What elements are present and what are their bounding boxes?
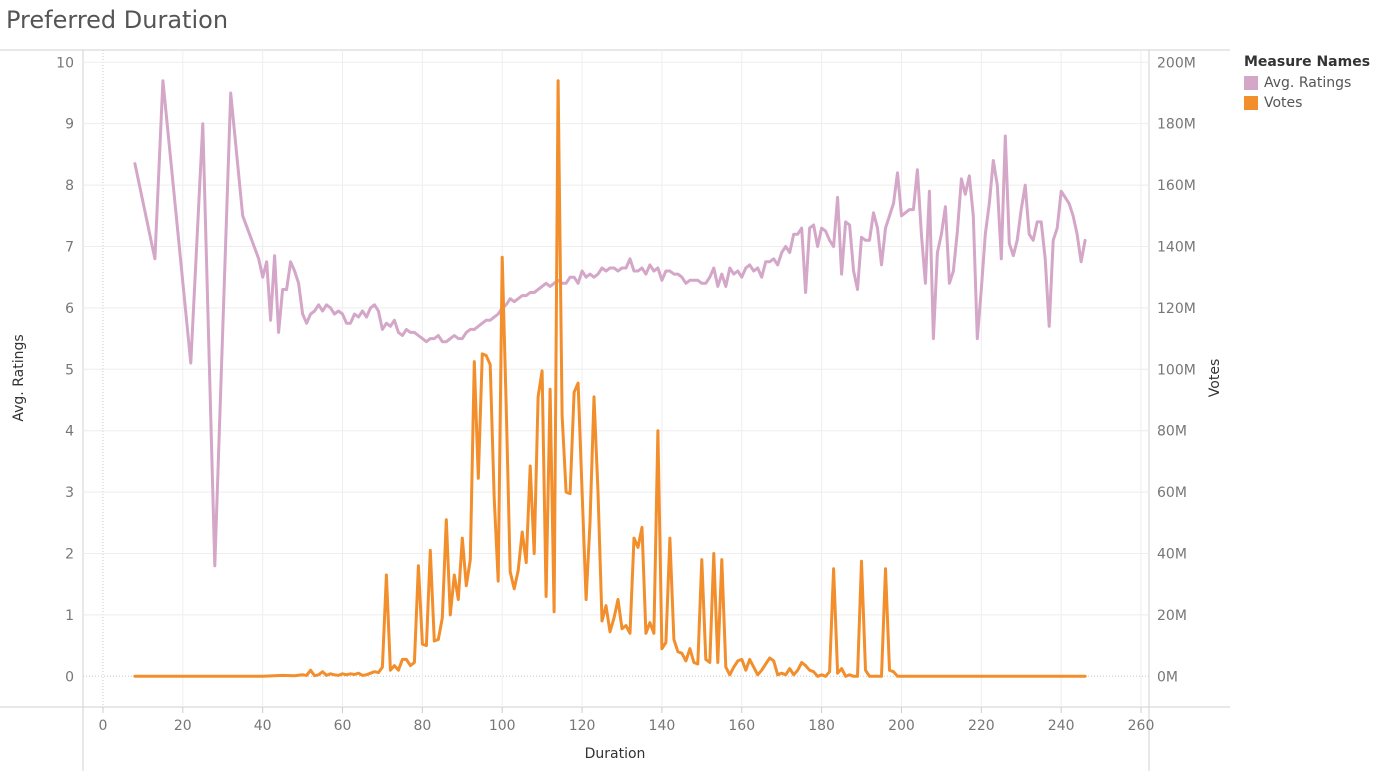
y-left-tick-label: 4 — [65, 424, 74, 440]
x-tick-label: 60 — [334, 718, 352, 734]
x-tick-label: 240 — [1048, 718, 1075, 734]
x-tick-label: 100 — [489, 718, 516, 734]
x-tick-label: 200 — [888, 718, 915, 734]
y-axis-title-left: Avg. Ratings — [11, 334, 27, 421]
legend-swatch-avg-ratings — [1244, 76, 1258, 90]
chart-title: Preferred Duration — [6, 6, 229, 34]
y-left-tick-label: 5 — [65, 362, 74, 378]
y-axis-title-right: Votes — [1207, 359, 1223, 397]
x-tick-label: 160 — [728, 718, 755, 734]
y-right-tick-label: 120M — [1157, 301, 1196, 317]
y-right-tick-label: 60M — [1157, 485, 1187, 501]
y-right-tick-label: 160M — [1157, 178, 1196, 194]
series-layer — [133, 79, 1087, 678]
x-tick-label: 140 — [649, 718, 676, 734]
legend-swatch-votes — [1244, 96, 1258, 110]
legend: Measure Names Avg. Ratings Votes — [1244, 54, 1370, 113]
legend-label-votes: Votes — [1264, 95, 1303, 111]
x-tick-label: 180 — [808, 718, 835, 734]
x-tick-label: 0 — [99, 718, 108, 734]
y-left-tick-label: 3 — [65, 485, 74, 501]
legend-title: Measure Names — [1244, 54, 1371, 70]
y-left-tick-label: 7 — [65, 239, 74, 255]
legend-item-avg-ratings[interactable]: Avg. Ratings — [1244, 73, 1370, 93]
y-right-tick-label: 200M — [1157, 55, 1196, 71]
y-left-tick-label: 6 — [65, 301, 74, 317]
y-right-tick-label: 140M — [1157, 239, 1196, 255]
y-left-tick-label: 8 — [65, 178, 74, 194]
y-left-tick-label: 9 — [65, 117, 74, 133]
x-tick-label: 20 — [174, 718, 192, 734]
y-left-tick-label: 10 — [56, 55, 74, 71]
x-tick-label: 260 — [1128, 718, 1155, 734]
y-left-tick-label: 0 — [65, 669, 74, 685]
y-right-tick-label: 180M — [1157, 117, 1196, 133]
y-right-tick-label: 20M — [1157, 608, 1187, 624]
y-left-tick-label: 1 — [65, 608, 74, 624]
x-tick-label: 80 — [413, 718, 431, 734]
series-line-votes — [133, 79, 1087, 678]
y-right-tick-label: 0M — [1157, 669, 1178, 685]
x-tick-label: 220 — [968, 718, 995, 734]
legend-item-votes[interactable]: Votes — [1244, 93, 1370, 113]
chart-frame — [0, 49, 1230, 771]
y-right-tick-label: 40M — [1157, 546, 1187, 562]
x-tick-label: 40 — [254, 718, 272, 734]
y-right-tick-label: 80M — [1157, 424, 1187, 440]
y-left-tick-label: 2 — [65, 546, 74, 562]
x-axis-title: Duration — [585, 746, 646, 762]
tick-labels: 0123456789100M20M40M60M80M100M120M140M16… — [56, 55, 1196, 734]
y-right-tick-label: 100M — [1157, 362, 1196, 378]
legend-label-avg-ratings: Avg. Ratings — [1264, 75, 1352, 91]
x-tick-label: 120 — [569, 718, 596, 734]
series-line-avg-ratings — [133, 79, 1087, 568]
